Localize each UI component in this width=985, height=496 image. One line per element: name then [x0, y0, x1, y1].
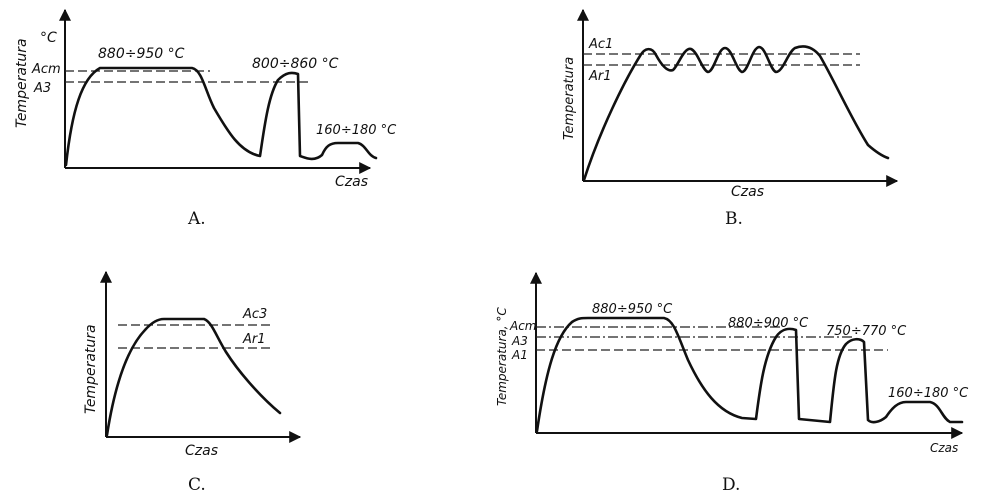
panel-d-caption: D. — [722, 475, 740, 495]
panel-a-range-1: 880÷950 °C — [98, 46, 185, 62]
panel-a-heat-curve — [64, 66, 378, 167]
panel-d-x-label: Czas — [930, 441, 958, 455]
panel-d-range-4: 160÷180 °C — [888, 386, 969, 401]
panel-d-range-2: 880÷900 °C — [728, 316, 809, 331]
panel-b-caption: B. — [725, 209, 743, 229]
panel-c-heat-curve — [105, 317, 282, 437]
panel-a-x-label: Czas — [335, 174, 368, 190]
panel-d-a1-label: A1 — [511, 348, 528, 362]
panel-d-range-3: 750÷770 °C — [826, 324, 907, 339]
panel-a-caption: A. — [187, 209, 206, 229]
panel-d-acm-label: Acm — [509, 319, 537, 333]
panel-a-range-3: 160÷180 °C — [316, 123, 397, 138]
panel-c-ar1-label: Ar1 — [242, 332, 266, 347]
panel-b-heat-curve — [582, 45, 890, 182]
panel-a-unit: °C — [40, 30, 57, 46]
panel-d-y-label: Temperatura, °C — [495, 307, 509, 406]
panel-a-a3-label: A3 — [33, 81, 51, 96]
panel-d: Temperatura, °C Acm A3 A1 880÷950 °C 880… — [495, 271, 969, 495]
panel-c: Temperatura Ac3 Ar1 Czas C. — [83, 270, 302, 495]
panel-c-y-label: Temperatura — [83, 324, 99, 414]
panel-b-x-label: Czas — [731, 184, 764, 200]
panel-a-range-2: 800÷860 °C — [252, 56, 339, 72]
panel-d-heat-curve — [535, 316, 964, 433]
panel-a: °C Temperatura Acm A3 880÷950 °C 800÷860… — [14, 8, 397, 229]
panel-c-ac3-label: Ac3 — [242, 307, 267, 322]
panel-b-y-label: Temperatura — [562, 57, 577, 140]
panel-c-caption: C. — [188, 475, 206, 495]
panel-c-x-label: Czas — [185, 443, 218, 459]
panel-b-ar1-label: Ar1 — [588, 69, 612, 84]
panel-d-a3-label: A3 — [511, 334, 528, 348]
panel-b: Temperatura Ac1 Ar1 Czas B. — [562, 8, 899, 229]
panel-b-ac1-label: Ac1 — [588, 37, 613, 52]
panel-d-range-1: 880÷950 °C — [592, 302, 673, 317]
panel-a-acm-label: Acm — [31, 62, 61, 77]
panel-a-y-label: Temperatura — [14, 38, 30, 128]
